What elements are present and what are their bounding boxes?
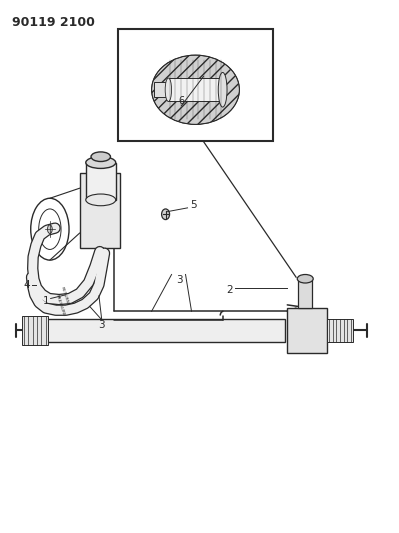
Text: 3: 3	[99, 320, 105, 330]
Text: 6: 6	[178, 96, 185, 106]
Bar	[86, 163, 116, 200]
Ellipse shape	[218, 72, 227, 107]
Ellipse shape	[162, 209, 170, 220]
Ellipse shape	[165, 78, 172, 101]
Bar	[287, 308, 327, 353]
Ellipse shape	[47, 225, 52, 233]
Bar	[298, 279, 312, 308]
Text: 1: 1	[43, 296, 49, 306]
Ellipse shape	[86, 194, 116, 206]
Bar	[80, 173, 120, 248]
Bar	[22, 316, 48, 345]
Bar	[154, 82, 169, 97]
Text: 3: 3	[176, 275, 183, 285]
Ellipse shape	[152, 55, 239, 124]
Bar	[46, 319, 285, 342]
Bar	[118, 29, 273, 141]
Ellipse shape	[86, 157, 116, 168]
Text: 5: 5	[190, 200, 197, 210]
Bar	[168, 78, 223, 101]
Text: 90119 2100: 90119 2100	[12, 16, 95, 29]
Text: 2: 2	[226, 286, 233, 295]
Ellipse shape	[91, 152, 111, 161]
Text: PRESSURE: PRESSURE	[54, 295, 65, 317]
Text: RETURN: RETURN	[60, 286, 69, 304]
Bar	[327, 319, 353, 342]
Ellipse shape	[297, 274, 313, 283]
Text: 4: 4	[24, 280, 30, 290]
